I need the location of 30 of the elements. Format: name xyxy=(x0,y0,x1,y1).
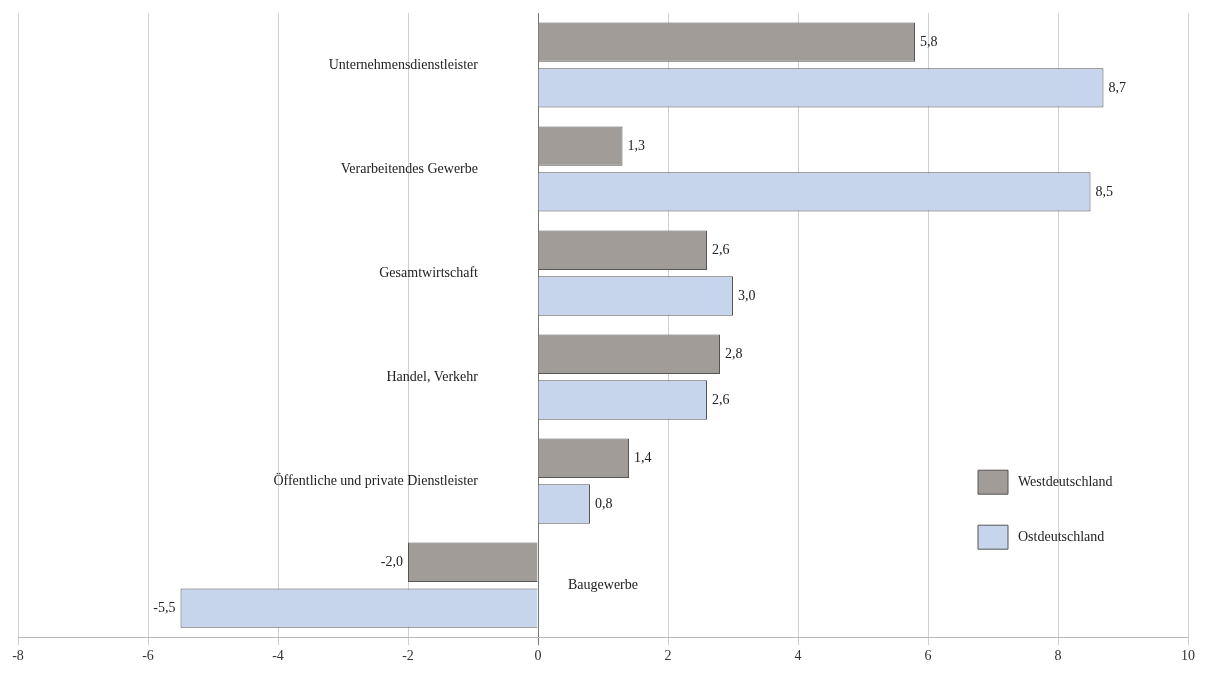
x-tick-label: -6 xyxy=(142,648,154,664)
y-tick-label: Gesamtwirtschaft xyxy=(379,264,479,280)
x-tick-label: -8 xyxy=(12,648,24,664)
data-label: 1,4 xyxy=(634,449,652,465)
x-tick-label: 8 xyxy=(1054,648,1062,664)
y-tick-label: Handel, Verkehr xyxy=(386,368,479,384)
data-label: 2,8 xyxy=(725,345,743,361)
data-label: 0,8 xyxy=(595,495,613,511)
x-tick-label: 4 xyxy=(794,648,802,664)
y-tick-label: Unternehmensdienstleister xyxy=(328,56,479,72)
data-label: -5,5 xyxy=(153,599,176,615)
legend-label: Ostdeutschland xyxy=(1018,528,1105,544)
data-label: 2,6 xyxy=(712,391,730,407)
x-tick-label: 0 xyxy=(534,648,542,664)
y-tick-label: Baugewerbe xyxy=(568,576,638,592)
y-tick-label: Verarbeitendes Gewerbe xyxy=(340,160,478,176)
x-tick-label: 10 xyxy=(1181,648,1195,664)
x-tick-label: -4 xyxy=(272,648,284,664)
data-label: 5,8 xyxy=(920,33,938,49)
data-label: 8,7 xyxy=(1108,79,1126,95)
data-label: 8,5 xyxy=(1095,183,1113,199)
x-tick-label: -2 xyxy=(402,648,414,664)
x-tick-label: 2 xyxy=(664,648,672,664)
data-label: -2,0 xyxy=(380,553,403,569)
data-label: 3,0 xyxy=(738,287,756,303)
data-label: 1,3 xyxy=(627,137,645,153)
legend-label: Westdeutschland xyxy=(1018,473,1113,489)
y-tick-label: Öffentliche und private Dienstleister xyxy=(273,471,479,488)
x-tick-label: 6 xyxy=(924,648,932,664)
data-label: 2,6 xyxy=(712,241,730,257)
